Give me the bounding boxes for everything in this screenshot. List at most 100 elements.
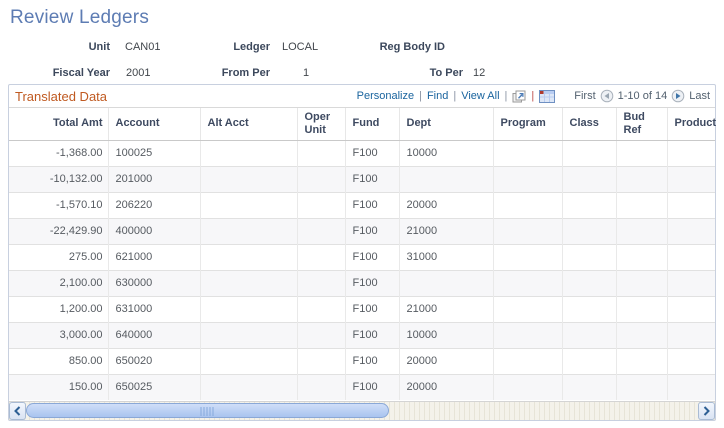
separator: | (453, 90, 457, 102)
table-cell (199, 295, 297, 322)
table-cell: 21000 (398, 295, 493, 322)
table-cell: 631000 (107, 295, 200, 322)
table-cell: 850.00 (9, 347, 108, 374)
table-cell (615, 321, 667, 348)
to-per-label: To Per (429, 67, 463, 79)
table-cell (492, 269, 562, 296)
table-cell (199, 321, 297, 348)
table-cell (666, 243, 715, 270)
next-page-icon[interactable] (671, 89, 685, 103)
personalize-link[interactable]: Personalize (356, 90, 415, 102)
column-header: Oper Unit (296, 108, 345, 141)
table-cell (492, 217, 562, 244)
table-cell (296, 165, 345, 192)
table-cell: 630000 (107, 269, 200, 296)
table-cell (492, 295, 562, 322)
table-cell (296, 140, 345, 166)
table-cell (615, 165, 667, 192)
table-cell: 1,200.00 (9, 295, 108, 322)
table-cell: -10,132.00 (9, 165, 108, 192)
column-header: Product (666, 108, 716, 141)
translated-data-table: Total Amt Account Alt Acct Oper Unit Fund Dep… (9, 108, 716, 400)
table-cell (492, 347, 562, 374)
table-cell (296, 243, 345, 270)
table-cell (199, 347, 297, 374)
table-cell (492, 140, 562, 166)
table-cell (296, 373, 345, 400)
table-cell: 206220 (107, 191, 200, 218)
table-row: 1,200.00 631000 F100 21000 (9, 295, 715, 322)
ledger-value: LOCAL (282, 41, 319, 53)
table-cell: -1,368.00 (56, 147, 103, 159)
table-cell (561, 347, 616, 374)
horizontal-scrollbar[interactable] (9, 401, 715, 420)
unit-label: Unit (88, 41, 110, 53)
table-cell: 201000 (107, 165, 200, 192)
table-cell: 100025 (107, 140, 200, 166)
table-cell (615, 295, 667, 322)
separator: | (531, 90, 535, 102)
table-cell: 20000 (398, 191, 493, 218)
first-page-link[interactable]: First (574, 90, 596, 102)
scroll-right-icon[interactable] (698, 402, 715, 420)
table-cell (296, 191, 345, 218)
grid-pager: First 1-10 of 14 Last (574, 89, 710, 103)
scroll-left-icon[interactable] (9, 402, 26, 420)
table-cell: F100 (344, 243, 399, 270)
table-cell (199, 140, 297, 166)
table-cell (296, 295, 345, 322)
scrollbar-track[interactable] (26, 402, 698, 420)
view-all-link[interactable]: View All (461, 90, 500, 102)
table-cell (561, 140, 616, 166)
grid-body: -1,368.00 100025 F100 10000 -10,132.00 201000… (9, 140, 715, 400)
table-cell (492, 191, 562, 218)
column-header: Alt Acct (199, 108, 297, 141)
fiscal-year-value: 2001 (126, 67, 151, 79)
table-cell (666, 269, 715, 296)
table-cell: -1,570.10 (9, 191, 108, 218)
table-cell (666, 191, 715, 218)
table-cell (492, 165, 562, 192)
prev-page-icon[interactable] (600, 89, 614, 103)
table-cell (199, 243, 297, 270)
column-header: Total Amt (9, 108, 108, 141)
table-cell (561, 165, 616, 192)
table-cell: 150.00 (9, 373, 108, 400)
table-cell (296, 269, 345, 296)
table-cell (561, 269, 616, 296)
header-row: Total Amt Account Alt Acct Oper Unit Fund Dep… (9, 108, 716, 141)
table-cell: 650025 (107, 373, 200, 400)
grid-download-icon[interactable] (539, 89, 556, 103)
table-cell: 20000 (398, 347, 493, 374)
table-row: -1,368.00 100025 F100 10000 (9, 140, 715, 166)
table-cell: 621000 (107, 243, 200, 270)
table-cell: F100 (344, 373, 399, 400)
table-cell: 20000 (398, 373, 493, 400)
column-header: Program (492, 108, 562, 141)
table-row: -10,132.00 201000 F100 (9, 165, 715, 192)
grid-toolbar: Translated Data Personalize | Find | Vie… (9, 85, 715, 108)
last-page-link[interactable]: Last (689, 90, 710, 102)
table-cell: 10000 (398, 140, 493, 166)
table-cell (492, 373, 562, 400)
table-cell (561, 295, 616, 322)
table-cell (199, 373, 297, 400)
popout-icon[interactable] (512, 90, 526, 103)
table-cell: 3,000.00 (9, 321, 108, 348)
table-cell (666, 140, 715, 166)
table-cell (561, 217, 616, 244)
table-cell (296, 321, 345, 348)
table-cell (666, 295, 715, 322)
scrollbar-thumb[interactable] (26, 403, 389, 418)
table-cell (666, 321, 715, 348)
table-cell: F100 (344, 191, 399, 218)
table-cell (615, 373, 667, 400)
table-cell: 640000 (107, 321, 200, 348)
grid-title: Translated Data (15, 88, 108, 104)
table-cell (666, 217, 715, 244)
table-cell: F100 (344, 217, 399, 244)
table-cell (398, 269, 493, 296)
find-link[interactable]: Find (426, 90, 449, 102)
table-cell (615, 191, 667, 218)
table-cell (199, 165, 297, 192)
